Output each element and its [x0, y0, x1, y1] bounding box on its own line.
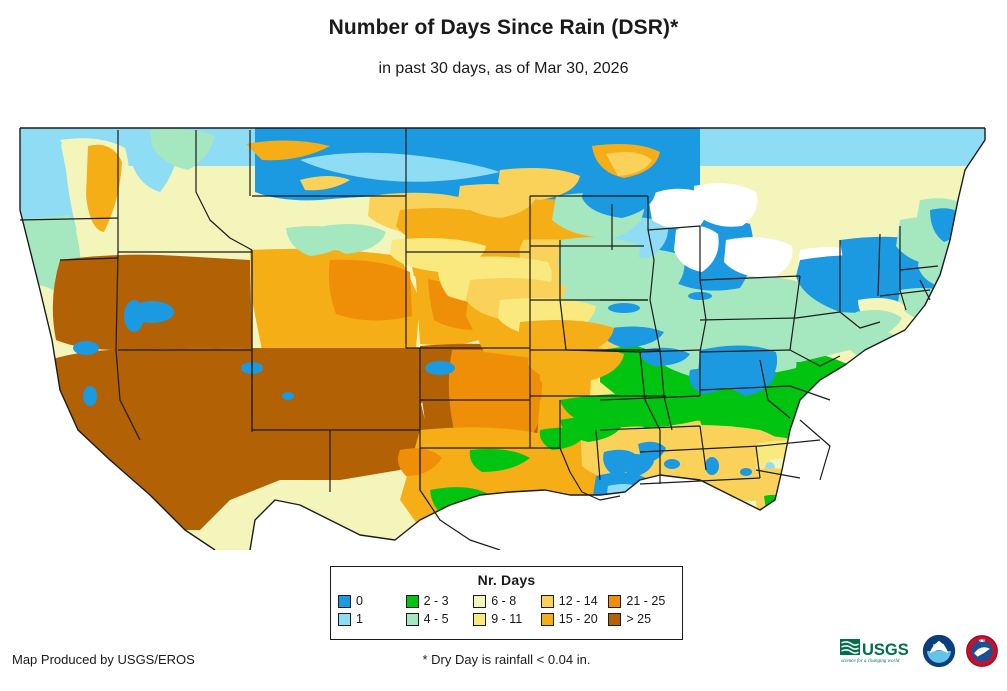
- legend-item-4: 6 - 8: [473, 592, 541, 610]
- legend-item-0: 0: [338, 592, 406, 610]
- dsr-map: [0, 100, 1007, 550]
- map-footnote: * Dry Day is rainfall < 0.04 in.: [422, 652, 591, 667]
- map-credit: Map Produced by USGS/EROS: [12, 652, 195, 667]
- legend-item-6: 12 - 14: [540, 592, 609, 610]
- legend-swatch-icon: [540, 594, 554, 608]
- nws-logo: NWS: [966, 635, 998, 667]
- legend-swatch-icon: [338, 612, 351, 626]
- legend-item-7: 15 - 20: [540, 610, 609, 628]
- legend-swatch-icon: [540, 612, 554, 626]
- legend-label: 21 - 25: [626, 593, 666, 608]
- legend-swatch-icon: [405, 612, 419, 626]
- page-subtitle: in past 30 days, as of Mar 30, 2026: [378, 60, 629, 77]
- legend-label: 9 - 11: [491, 611, 523, 626]
- legend-swatch-icon: [608, 594, 622, 608]
- page-title: Number of Days Since Rain (DSR)*: [328, 16, 679, 39]
- legend-label: 0: [356, 593, 363, 608]
- legend-swatch-icon: [473, 594, 487, 608]
- noaa-wordmark: NOAA: [933, 642, 945, 647]
- legend-swatch-icon: [473, 612, 487, 626]
- legend-label: 15 - 20: [558, 611, 598, 626]
- map-svg: [19, 127, 986, 550]
- legend-item-1: 1: [338, 610, 406, 628]
- legend-item-3: 4 - 5: [405, 610, 474, 628]
- map-legend: Nr. Days 0 1 2 - 3 4 - 5 6 - 8 9 - 11 12: [330, 566, 683, 640]
- legend-item-8: 21 - 25: [608, 592, 676, 610]
- agency-logos: USGS science for a changing world NOAA N…: [839, 634, 999, 668]
- legend-item-2: 2 - 3: [405, 592, 474, 610]
- legend-swatch-icon: [405, 594, 419, 608]
- legend-label: 2 - 3: [423, 593, 449, 608]
- legend-label: 12 - 14: [558, 593, 598, 608]
- legend-label: > 25: [626, 611, 652, 626]
- usgs-tagline: science for a changing world: [841, 659, 900, 664]
- nws-wordmark: NWS: [979, 638, 986, 642]
- legend-title: Nr. Days: [477, 572, 536, 588]
- legend-swatch-icon: [338, 594, 351, 608]
- legend-label: 6 - 8: [491, 593, 517, 608]
- map-raster-layer: [20, 128, 985, 550]
- state-boundaries: [19, 127, 986, 550]
- legend-item-5: 9 - 11: [473, 610, 541, 628]
- noaa-logo: NOAA: [922, 634, 956, 668]
- legend-label: 4 - 5: [423, 611, 449, 626]
- legend-swatch-icon: [608, 612, 622, 626]
- legend-grid: 0 1 2 - 3 4 - 5 6 - 8 9 - 11 12 - 14 15: [331, 592, 682, 628]
- legend-label: 1: [356, 611, 363, 626]
- usgs-logo: USGS science for a changing world: [840, 639, 909, 664]
- legend-item-9: > 25: [608, 610, 676, 628]
- usgs-wordmark: USGS: [862, 641, 909, 659]
